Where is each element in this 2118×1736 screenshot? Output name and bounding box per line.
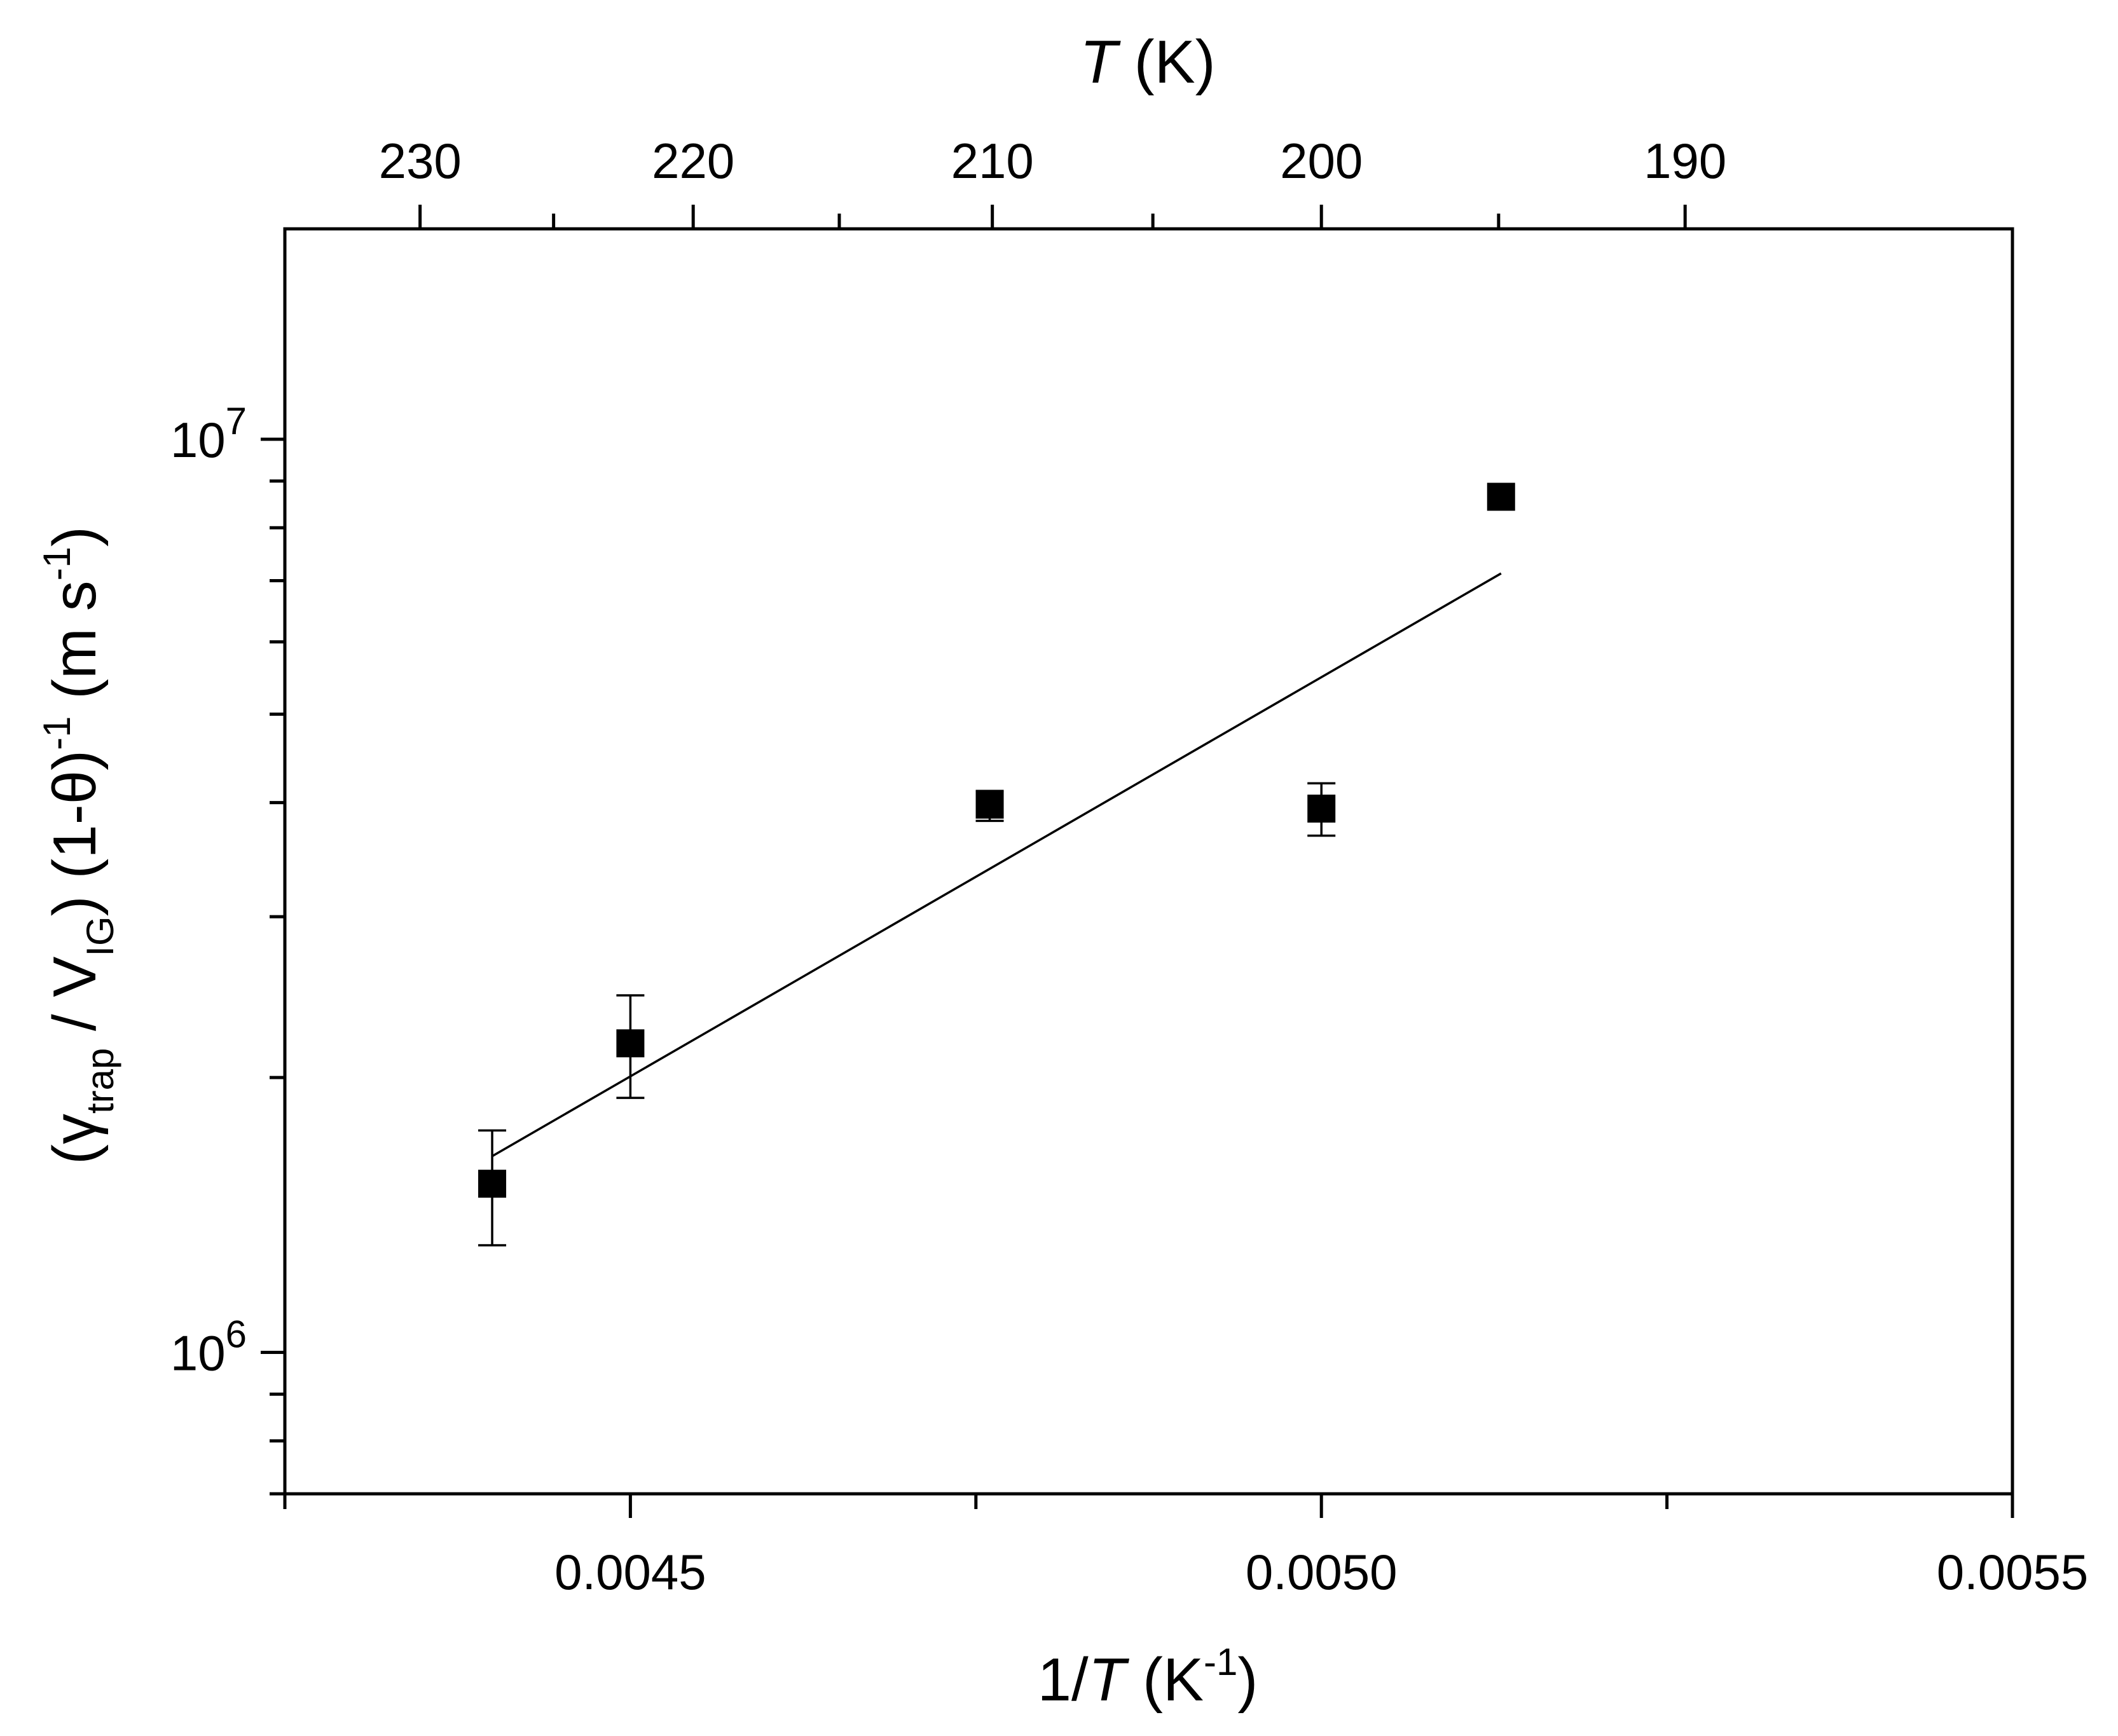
- x-top-tick-label: 200: [1280, 133, 1363, 189]
- data-point-marker: [478, 1170, 507, 1198]
- bottom-axis-title-open: (K: [1125, 1646, 1204, 1714]
- y-tick-label-exponent: 7: [226, 400, 247, 442]
- data-point-marker: [1307, 795, 1336, 823]
- y-axis-title-units: (m s: [41, 580, 109, 716]
- x-bottom-tick-label: 0.0055: [1937, 1544, 2089, 1600]
- x-top-tick-label: 210: [951, 133, 1034, 189]
- x-bottom-tick-label: 0.0045: [554, 1544, 706, 1600]
- y-tick-label: 107: [170, 400, 247, 468]
- bottom-axis-title-sup: -1: [1204, 1641, 1237, 1683]
- y-axis-title-sub-ig: IG: [79, 916, 121, 956]
- y-axis-title-mid: / V: [41, 957, 109, 1048]
- y-axis-title-end: ): [41, 526, 109, 547]
- top-axis-title: T (K): [1080, 28, 1215, 96]
- series-layer: [478, 482, 1515, 1247]
- y-axis-title-sup1: -1: [36, 716, 78, 750]
- data-point-marker: [1487, 482, 1515, 511]
- bottom-axis-title: 1/T (K-1): [1038, 1641, 1258, 1714]
- y-axis-title-paren: ) (1-θ): [41, 750, 109, 916]
- y-tick-label-base: 10: [170, 1325, 226, 1381]
- plot-frame: [283, 227, 2014, 1496]
- bottom-axis-title-close: ): [1237, 1646, 1258, 1714]
- top-axis-title-unit: (K): [1117, 28, 1216, 96]
- y-tick-label-base: 10: [170, 412, 226, 468]
- y-axis-title-gamma: γ: [41, 1114, 109, 1144]
- data-point-marker: [616, 1029, 645, 1058]
- y-axis-title: (γtrap / VIG) (1-θ)-1 (m s-1): [36, 526, 121, 1165]
- y-tick-label: 106: [170, 1313, 247, 1381]
- y-axis-title-sub-trap: trap: [79, 1048, 121, 1114]
- fit-line: [492, 572, 1502, 1158]
- bottom-axis-title-var: T: [1089, 1646, 1130, 1714]
- x-top-tick-label: 220: [652, 133, 734, 189]
- top-axis-title-var: T: [1080, 28, 1121, 96]
- x-bottom-tick-label: 0.0050: [1246, 1544, 1398, 1600]
- y-tick-label-exponent: 6: [226, 1313, 247, 1355]
- y-axis-title-open: (: [41, 1144, 109, 1165]
- x-top-tick-label: 230: [379, 133, 462, 189]
- data-point-marker: [975, 790, 1004, 819]
- x-top-tick-label: 190: [1644, 133, 1726, 189]
- bottom-axis-title-prefix: 1/: [1038, 1646, 1089, 1714]
- plot-area: [283, 227, 2014, 1496]
- y-axis-title-sup2: -1: [36, 547, 78, 580]
